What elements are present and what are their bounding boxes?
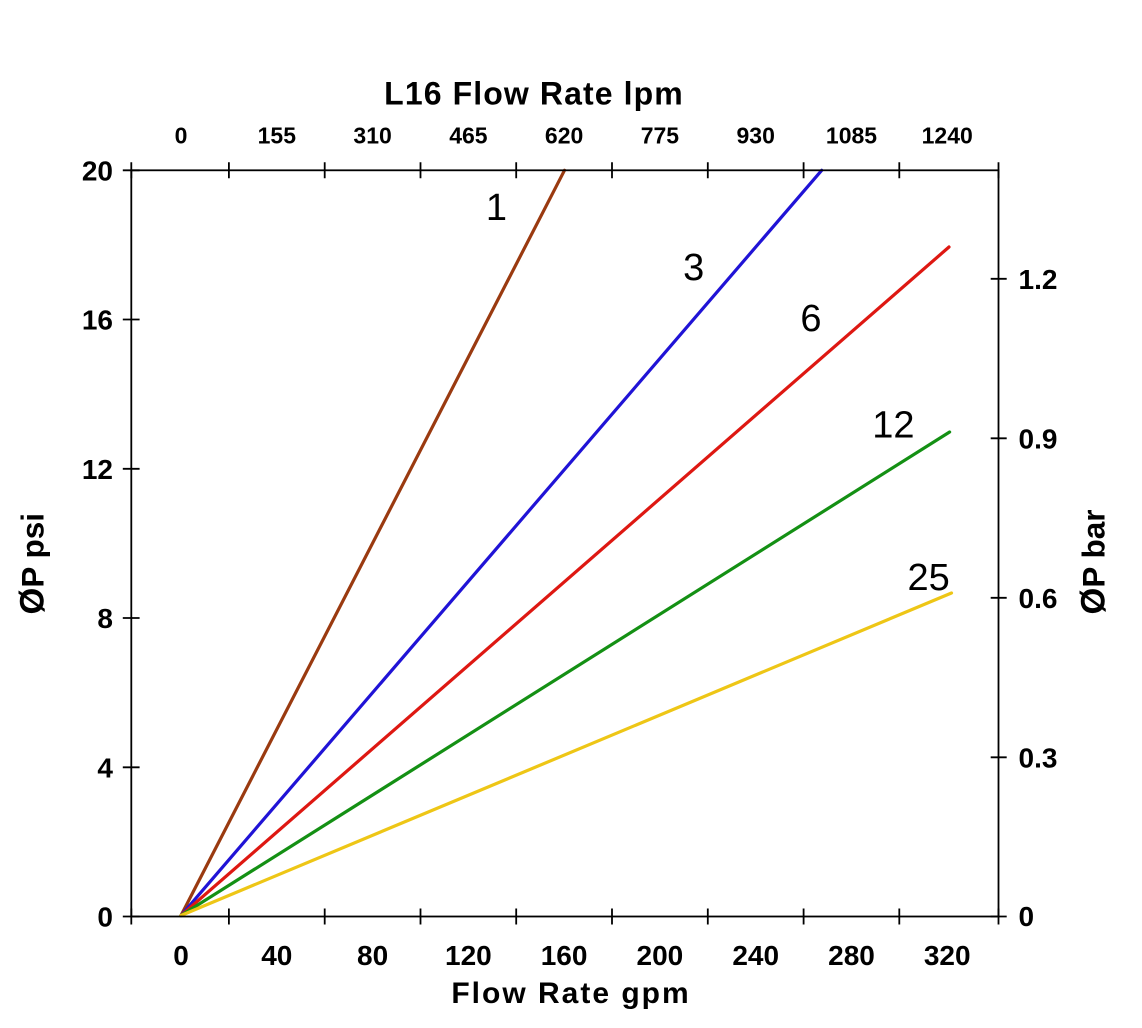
- svg-text:0: 0: [175, 123, 188, 149]
- svg-text:930: 930: [737, 123, 775, 149]
- svg-text:3: 3: [683, 247, 704, 289]
- svg-text:0.9: 0.9: [1019, 423, 1058, 454]
- svg-text:0: 0: [173, 940, 189, 971]
- svg-text:310: 310: [353, 123, 391, 149]
- svg-text:L16 Flow Rate lpm: L16 Flow Rate lpm: [384, 76, 684, 112]
- svg-text:240: 240: [732, 940, 779, 971]
- svg-text:1085: 1085: [826, 123, 877, 149]
- svg-text:620: 620: [545, 123, 583, 149]
- svg-text:775: 775: [641, 123, 680, 149]
- svg-text:0: 0: [97, 902, 113, 933]
- svg-text:1.2: 1.2: [1019, 264, 1058, 295]
- svg-text:16: 16: [82, 305, 113, 336]
- svg-text:80: 80: [357, 940, 388, 971]
- svg-text:25: 25: [907, 557, 949, 599]
- svg-text:0.6: 0.6: [1019, 583, 1058, 614]
- svg-text:155: 155: [258, 123, 297, 149]
- svg-text:200: 200: [637, 940, 684, 971]
- svg-text:0: 0: [1019, 901, 1035, 932]
- svg-text:12: 12: [872, 404, 914, 446]
- svg-text:4: 4: [97, 752, 113, 783]
- svg-text:12: 12: [82, 454, 113, 485]
- svg-text:20: 20: [82, 155, 113, 186]
- svg-text:280: 280: [828, 940, 875, 971]
- svg-text:0.3: 0.3: [1019, 742, 1058, 773]
- svg-text:6: 6: [800, 298, 821, 340]
- svg-text:40: 40: [261, 940, 292, 971]
- svg-text:ØP bar: ØP bar: [1075, 509, 1113, 614]
- svg-text:1240: 1240: [922, 123, 973, 149]
- svg-text:465: 465: [449, 123, 488, 149]
- svg-text:320: 320: [924, 940, 971, 971]
- svg-text:1: 1: [486, 187, 507, 229]
- svg-text:8: 8: [97, 603, 113, 634]
- svg-text:120: 120: [445, 940, 492, 971]
- svg-text:ØP psi: ØP psi: [14, 513, 52, 615]
- svg-text:160: 160: [541, 940, 588, 971]
- svg-text:Flow Rate gpm: Flow Rate gpm: [451, 977, 690, 1010]
